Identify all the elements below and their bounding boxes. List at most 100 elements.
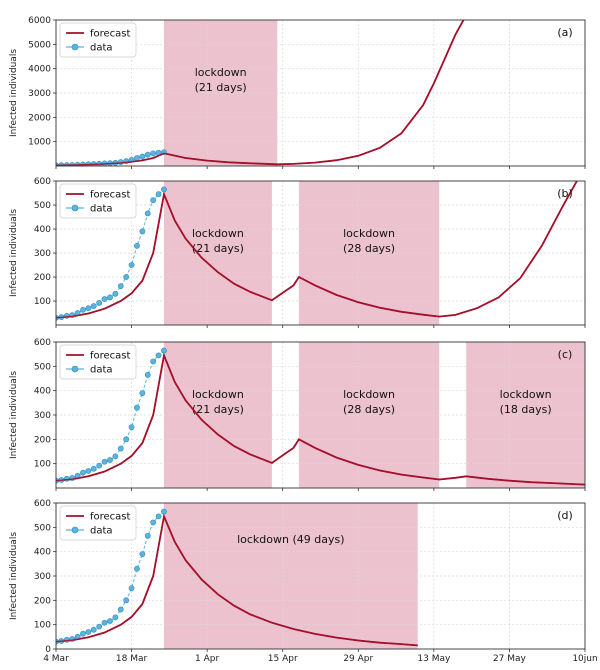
legend: forecast data — [59, 344, 137, 380]
data-point — [155, 352, 162, 359]
data-point — [101, 619, 108, 626]
data-point — [139, 551, 146, 557]
data-point — [161, 186, 167, 193]
y-tick-label: 600 — [34, 338, 51, 348]
data-point — [90, 626, 97, 633]
legend-forecast-label: forecast — [90, 512, 131, 523]
y-tick-label: 1000 — [28, 138, 51, 148]
data-line — [56, 189, 165, 319]
lockdown-label: (28 days) — [343, 242, 395, 255]
data-point — [134, 155, 140, 161]
chart-panel-d: lockdown (49 days) 0 100 200 300 400 500 600 4 M… — [9, 499, 598, 664]
data-point — [144, 371, 151, 378]
data-point — [80, 306, 86, 313]
legend-box — [59, 505, 137, 541]
lockdown-label: lockdown — [195, 66, 247, 79]
panel-label: (c) — [558, 348, 573, 361]
y-tick-label: 100 — [34, 460, 51, 470]
y-tick-label: 3000 — [28, 89, 51, 99]
data-point — [117, 445, 124, 452]
data-point — [85, 305, 92, 312]
chart-panel-b: lockdown (21 days) lockdown (28 days) 100 200… — [9, 177, 586, 328]
legend-data-label: data — [90, 43, 113, 54]
data-point — [139, 153, 146, 160]
data-point — [63, 475, 70, 482]
y-tick-label: 100 — [34, 297, 51, 307]
lockdown-region — [163, 503, 418, 649]
x-tick-label: 27 May — [493, 654, 527, 664]
y-tick-label: 200 — [34, 435, 51, 445]
y-tick-label: 200 — [34, 273, 51, 283]
data-point — [85, 468, 92, 474]
y-tick-label: 600 — [34, 499, 51, 509]
y-tick-label: 400 — [34, 387, 51, 397]
lockdown-label: lockdown (49 days) — [237, 533, 344, 546]
data-point — [117, 159, 124, 165]
plot-area — [56, 181, 578, 321]
y-tick-label: 400 — [34, 225, 51, 235]
forecast-line-overlay — [56, 20, 465, 166]
legend-forecast-label: forecast — [90, 190, 131, 201]
y-tick-label: 300 — [34, 572, 51, 582]
legend-data-label: data — [90, 365, 113, 376]
data-point — [112, 290, 119, 297]
lockdown-label: lockdown — [192, 227, 244, 240]
legend-box — [59, 344, 137, 380]
x-tick-label: 15 Apr — [268, 654, 298, 664]
y-tick-label: 4000 — [28, 65, 51, 75]
panel-label: (a) — [557, 26, 572, 39]
legend-data-label: data — [90, 526, 113, 537]
data-point — [117, 283, 124, 290]
data-line — [56, 511, 165, 643]
data-point — [96, 300, 103, 306]
data-point — [150, 197, 157, 204]
legend-data-swatch-marker — [71, 43, 79, 51]
chart-panel-a: lockdown (21 days) 1000 2000 3000 4000 5000 600… — [9, 16, 586, 169]
y-tick-label: 500 — [34, 362, 51, 372]
legend-data-label: data — [90, 204, 113, 215]
data-point — [161, 508, 167, 515]
x-tick-label: 13 May — [417, 654, 451, 664]
y-axis-label: Infected individuals — [9, 209, 19, 297]
legend-box — [59, 183, 137, 219]
data-point — [96, 462, 103, 469]
data-point — [144, 151, 151, 158]
data-point — [144, 210, 151, 217]
lockdown-label: lockdown — [192, 388, 244, 401]
data-point — [134, 404, 140, 411]
data-point — [80, 469, 86, 476]
y-tick-label: 500 — [34, 523, 51, 533]
y-axis-label: Infected individuals — [9, 49, 19, 137]
data-point — [150, 150, 157, 157]
y-tick-label: 5000 — [28, 40, 51, 50]
y-tick-label: 600 — [34, 177, 51, 187]
panel-label: (b) — [557, 187, 573, 200]
lockdown-label: (21 days) — [192, 403, 244, 416]
legend-forecast-label: forecast — [90, 29, 131, 40]
forecast-line-overlay — [56, 352, 585, 486]
legend: forecast data — [59, 505, 137, 541]
data-point — [144, 532, 151, 539]
y-tick-label: 300 — [34, 249, 51, 259]
lockdown-label: lockdown — [500, 388, 552, 401]
y-tick-label: 6000 — [28, 16, 51, 26]
y-axis-label: Infected individuals — [9, 371, 19, 459]
plot-area — [56, 508, 418, 647]
data-point — [101, 458, 108, 465]
legend-box — [59, 22, 137, 58]
data-point — [107, 294, 113, 301]
data-point — [90, 303, 97, 309]
legend-data-swatch-marker — [71, 526, 79, 534]
panel-label: (d) — [557, 509, 573, 522]
y-tick-label: 500 — [34, 201, 51, 211]
data-point — [128, 585, 135, 592]
y-tick-label: 100 — [34, 621, 51, 631]
data-point — [161, 347, 167, 354]
x-tick-label: 18 Mar — [116, 654, 148, 664]
data-point — [150, 519, 157, 526]
data-point — [123, 597, 130, 604]
plot-area — [56, 347, 585, 486]
data-point — [155, 191, 162, 198]
data-point — [112, 453, 119, 460]
